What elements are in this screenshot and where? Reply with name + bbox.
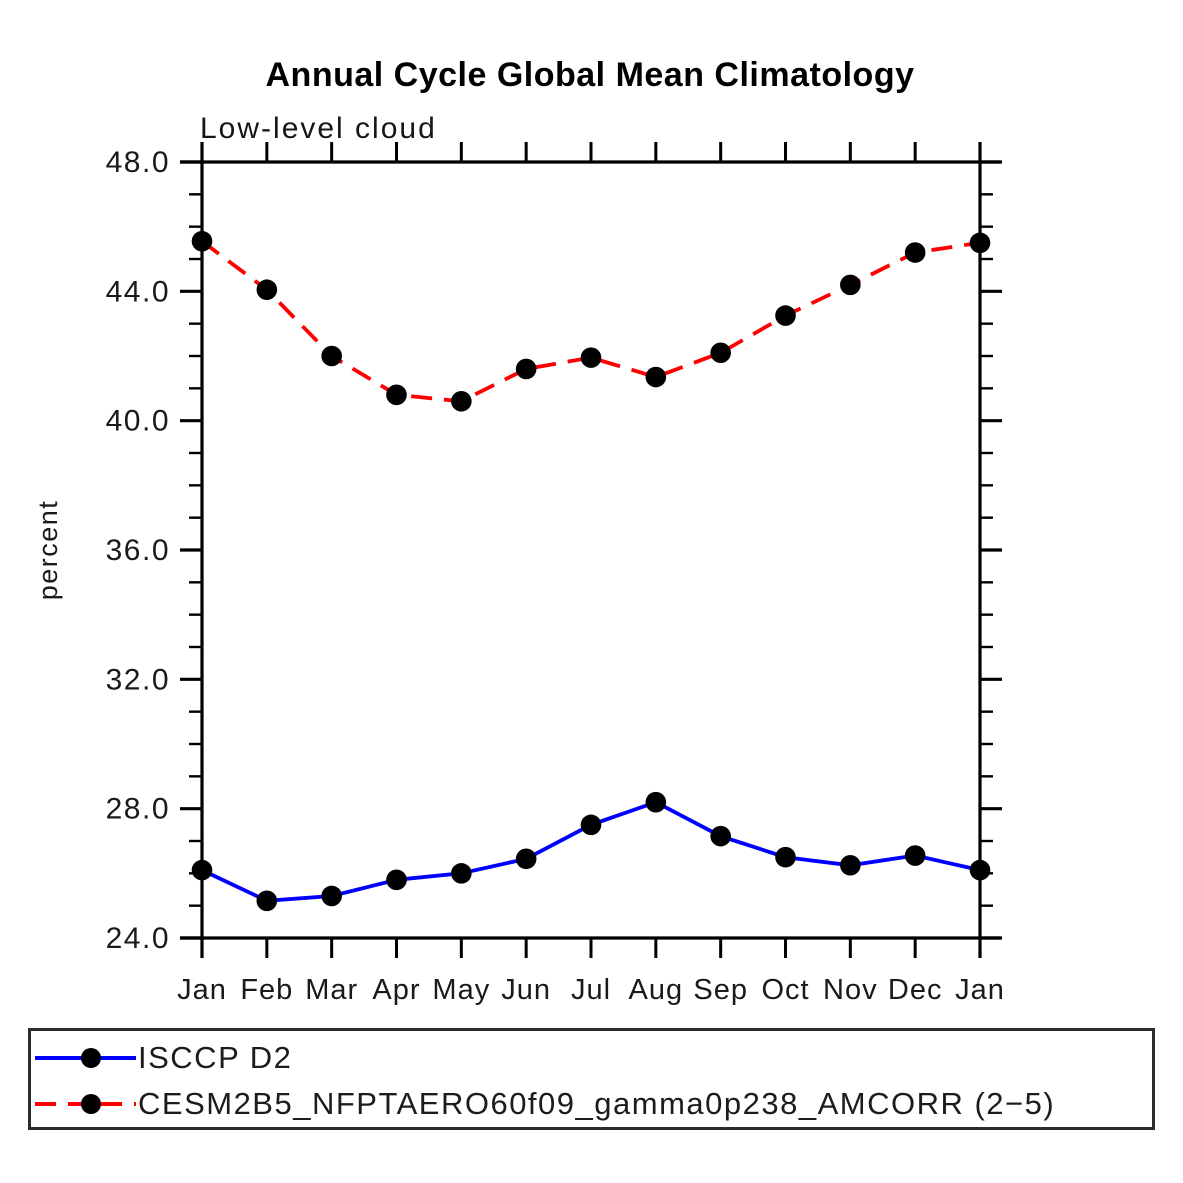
data-point-marker [840,854,861,876]
x-tick-label: Nov [823,974,878,1006]
data-point-marker [191,230,213,252]
data-point-marker [710,342,731,364]
y-tick-label: 28.0 [106,793,170,826]
data-point-marker [775,305,796,326]
data-point-marker [256,279,278,301]
data-series [191,230,991,912]
data-point-marker [321,885,342,907]
legend-line-sample-red [35,1094,136,1114]
data-point-marker [256,890,278,912]
x-tick-label: Jan [177,974,227,1006]
data-point-marker [645,366,667,388]
legend-line-sample-blue [35,1048,136,1068]
y-tick-label: 40.0 [106,405,170,438]
x-tick-label: Aug [629,974,684,1006]
x-tick-label: Apr [372,974,420,1006]
legend-item-cesm: CESM2B5_NFPTAERO60f09_gamma0p238_AMCORR … [31,1086,1056,1121]
y-tick-label: 24.0 [106,922,170,955]
data-point-marker [904,845,926,866]
data-point-marker [386,384,407,406]
data-point-marker [969,859,991,881]
y-axis-title: percent [33,500,63,601]
data-point-marker [645,791,667,813]
axis-frame [180,142,1000,958]
data-point-marker [515,848,537,870]
data-point-marker [451,863,472,884]
x-tick-label: Jan [955,974,1005,1006]
y-tick-label: 48.0 [106,146,170,179]
legend-box: ISCCP D2 CESM2B5_NFPTAERO60f09_gamma0p23… [28,1028,1155,1130]
x-tick-label: Feb [240,974,293,1006]
data-point-marker [840,274,861,296]
x-tick-label: Jun [501,974,551,1006]
legend-item-isccp: ISCCP D2 [31,1040,293,1075]
data-point-marker [580,347,602,368]
legend-sample-marker [81,1048,101,1068]
data-point-marker [775,846,796,868]
data-point-marker [904,242,926,263]
y-tick-label: 44.0 [106,275,170,308]
data-point-marker [451,390,472,412]
axis-tick-labels: 24.0 28.0 32.0 36.0 40.0 44.0 48.0 Jan Feb Mar Apr… [106,146,1005,1006]
axis-ticks [180,142,1002,958]
legend-sample-marker [81,1094,101,1114]
x-tick-label: Oct [761,974,809,1006]
x-tick-label: Sep [693,974,748,1006]
chart-subtitle: Low-level cloud [200,112,437,145]
data-point-marker [191,859,213,881]
data-point-marker [386,869,407,891]
data-point-marker [969,232,991,254]
x-tick-label: Dec [888,974,943,1006]
y-tick-label: 36.0 [106,534,170,567]
x-tick-label: May [432,974,490,1006]
legend-label: CESM2B5_NFPTAERO60f09_gamma0p238_AMCORR … [138,1086,1056,1121]
data-point-marker [710,825,731,847]
legend-label: ISCCP D2 [138,1040,293,1075]
x-tick-label: Mar [305,974,358,1006]
chart-title: Annual Cycle Global Mean Climatology [266,56,915,94]
y-tick-label: 32.0 [106,663,170,696]
data-point-marker [580,814,602,836]
series-line-1 [200,239,981,404]
x-tick-label: Jul [571,974,611,1006]
data-point-marker [515,358,537,380]
data-point-marker [321,345,342,367]
